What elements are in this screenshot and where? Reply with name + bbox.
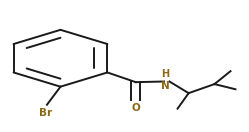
- Text: Br: Br: [39, 108, 52, 118]
- Text: N: N: [161, 81, 170, 91]
- Text: H: H: [161, 69, 169, 79]
- Text: O: O: [131, 103, 140, 114]
